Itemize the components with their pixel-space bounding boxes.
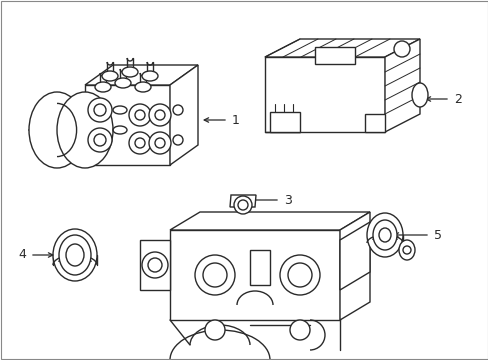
Ellipse shape	[66, 244, 84, 266]
Polygon shape	[384, 39, 419, 132]
Ellipse shape	[411, 83, 427, 107]
Circle shape	[204, 320, 224, 340]
Ellipse shape	[398, 240, 414, 260]
Circle shape	[203, 263, 226, 287]
Text: 2: 2	[453, 93, 461, 105]
Ellipse shape	[366, 213, 402, 257]
Polygon shape	[85, 65, 198, 85]
Ellipse shape	[378, 228, 390, 242]
Ellipse shape	[115, 78, 131, 88]
Circle shape	[129, 132, 151, 154]
Circle shape	[280, 255, 319, 295]
Circle shape	[402, 246, 410, 254]
Polygon shape	[364, 114, 384, 132]
Ellipse shape	[57, 92, 113, 168]
Circle shape	[149, 132, 171, 154]
Polygon shape	[314, 47, 354, 64]
Circle shape	[88, 98, 112, 122]
Circle shape	[142, 252, 168, 278]
Polygon shape	[264, 57, 384, 132]
Text: 3: 3	[284, 194, 291, 207]
Polygon shape	[264, 39, 419, 57]
Circle shape	[149, 104, 171, 126]
Text: 1: 1	[231, 113, 240, 126]
Circle shape	[94, 104, 106, 116]
Circle shape	[287, 263, 311, 287]
Ellipse shape	[53, 229, 97, 281]
Ellipse shape	[59, 235, 91, 275]
Polygon shape	[339, 212, 369, 320]
Circle shape	[129, 104, 151, 126]
Ellipse shape	[142, 71, 158, 81]
Circle shape	[195, 255, 235, 295]
Ellipse shape	[135, 82, 151, 92]
Polygon shape	[339, 222, 369, 290]
Polygon shape	[249, 250, 269, 285]
Polygon shape	[170, 212, 369, 230]
Polygon shape	[269, 112, 299, 132]
Polygon shape	[140, 240, 170, 290]
Ellipse shape	[102, 71, 118, 81]
Ellipse shape	[372, 220, 396, 250]
Circle shape	[238, 200, 247, 210]
Circle shape	[289, 320, 309, 340]
Circle shape	[234, 196, 251, 214]
Ellipse shape	[95, 82, 111, 92]
Polygon shape	[170, 230, 339, 320]
Circle shape	[88, 128, 112, 152]
Circle shape	[148, 258, 162, 272]
Polygon shape	[85, 85, 170, 165]
Text: 5: 5	[433, 229, 441, 242]
Circle shape	[393, 41, 409, 57]
Polygon shape	[229, 195, 256, 207]
Circle shape	[94, 134, 106, 146]
Ellipse shape	[122, 67, 138, 77]
Text: 4: 4	[18, 248, 26, 261]
Ellipse shape	[29, 92, 85, 168]
Polygon shape	[170, 65, 198, 165]
